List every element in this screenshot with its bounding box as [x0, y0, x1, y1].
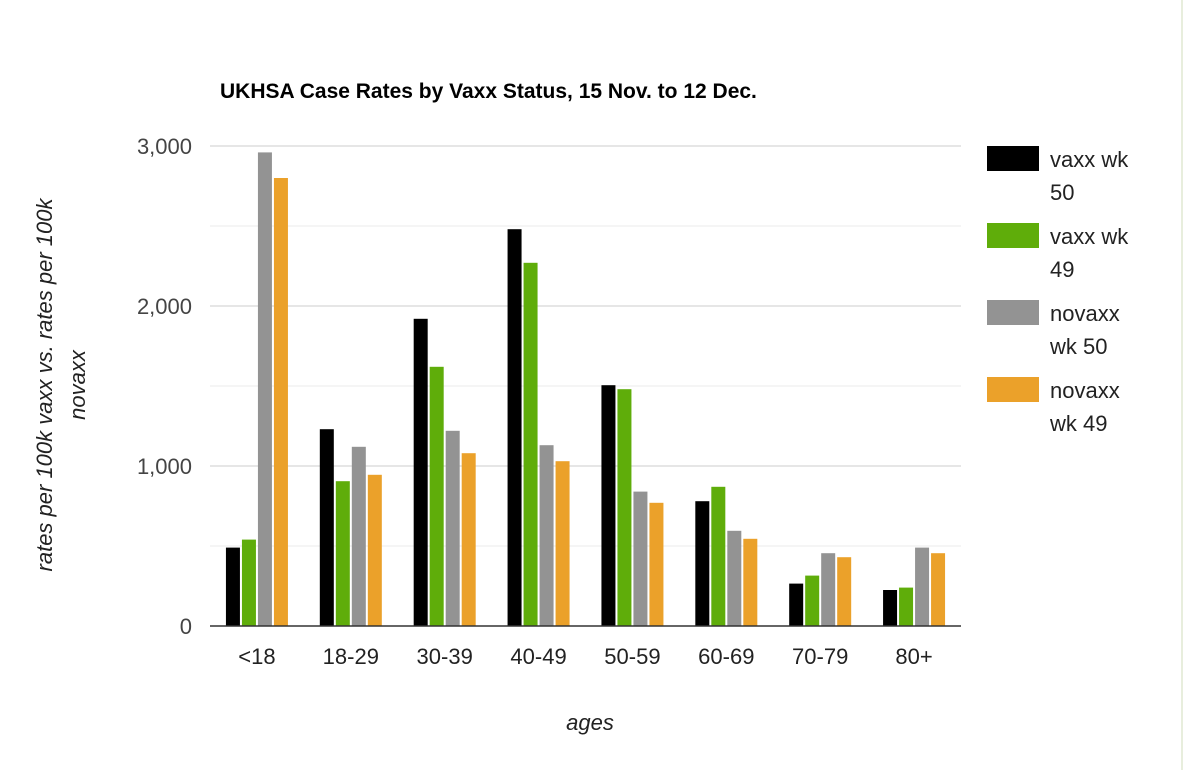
legend-label: wk 49 [1049, 411, 1107, 436]
bar [413, 318, 428, 626]
y-axis-title: rates per 100k vaxx vs. rates per 100k no… [32, 198, 90, 572]
bar [241, 539, 256, 626]
chart-title: UKHSA Case Rates by Vaxx Status, 15 Nov.… [220, 80, 757, 103]
legend-swatch [987, 223, 1039, 248]
x-tick-label: 40-49 [510, 644, 566, 669]
y-axis: 0 1,000 2,000 3,000 [137, 134, 192, 639]
y-axis-title-line: rates per 100k vaxx vs. rates per 100k [32, 198, 57, 572]
legend-swatch [987, 146, 1039, 171]
bar [257, 152, 272, 626]
bars [225, 152, 946, 626]
page-edge-divider [1181, 0, 1183, 770]
bar [523, 262, 538, 626]
bar [601, 385, 616, 626]
bar [711, 486, 726, 626]
bar [507, 229, 522, 626]
bar [429, 366, 444, 626]
x-axis-title: ages [566, 710, 614, 735]
bar [555, 461, 570, 626]
legend-label: vaxx wk [1050, 147, 1129, 172]
y-axis-title-line: novaxx [65, 349, 90, 420]
legend-label: vaxx wk [1050, 224, 1129, 249]
y-tick-label: 3,000 [137, 134, 192, 159]
x-tick-label: 50-59 [604, 644, 660, 669]
bar [461, 453, 476, 626]
bar [899, 587, 914, 626]
x-tick-label: 30-39 [417, 644, 473, 669]
legend-label: novaxx [1050, 378, 1120, 403]
legend-label: novaxx [1050, 301, 1120, 326]
bar [821, 553, 836, 626]
gridlines [210, 145, 961, 547]
bar [883, 590, 898, 626]
x-tick-label: 80+ [895, 644, 932, 669]
bar [225, 547, 240, 626]
bar [539, 445, 554, 626]
y-tick-label: 2,000 [137, 294, 192, 319]
bar [743, 538, 758, 626]
x-tick-label: 18-29 [323, 644, 379, 669]
y-tick-label: 1,000 [137, 454, 192, 479]
legend-label: 50 [1050, 180, 1074, 205]
bar [617, 389, 632, 626]
bar [915, 547, 930, 626]
bar [789, 583, 804, 626]
legend-label: wk 50 [1049, 334, 1107, 359]
bar [319, 429, 334, 626]
legend-label: 49 [1050, 257, 1074, 282]
bar [335, 481, 350, 626]
bar [727, 530, 742, 626]
x-axis: <18 18-29 30-39 40-49 50-59 60-69 70-79 80+ [210, 625, 961, 669]
legend-swatch [987, 377, 1039, 402]
x-tick-label: 60-69 [698, 644, 754, 669]
bar [837, 557, 852, 626]
x-tick-label: 70-79 [792, 644, 848, 669]
bar [273, 178, 288, 626]
bar [445, 430, 460, 626]
legend: vaxx wk 50 vaxx wk 49 novaxx wk 50 novaxx wk 49 [987, 146, 1129, 436]
bar [649, 502, 664, 626]
bar [351, 446, 366, 626]
y-tick-label: 0 [180, 614, 192, 639]
bar [367, 474, 382, 626]
y-axis-title-group: rates per 100k vaxx vs. rates per 100k no… [32, 198, 90, 572]
bar [695, 501, 710, 626]
bar [633, 491, 648, 626]
bar [805, 575, 820, 626]
x-tick-label: <18 [238, 644, 275, 669]
legend-swatch [987, 300, 1039, 325]
bar [931, 553, 946, 626]
